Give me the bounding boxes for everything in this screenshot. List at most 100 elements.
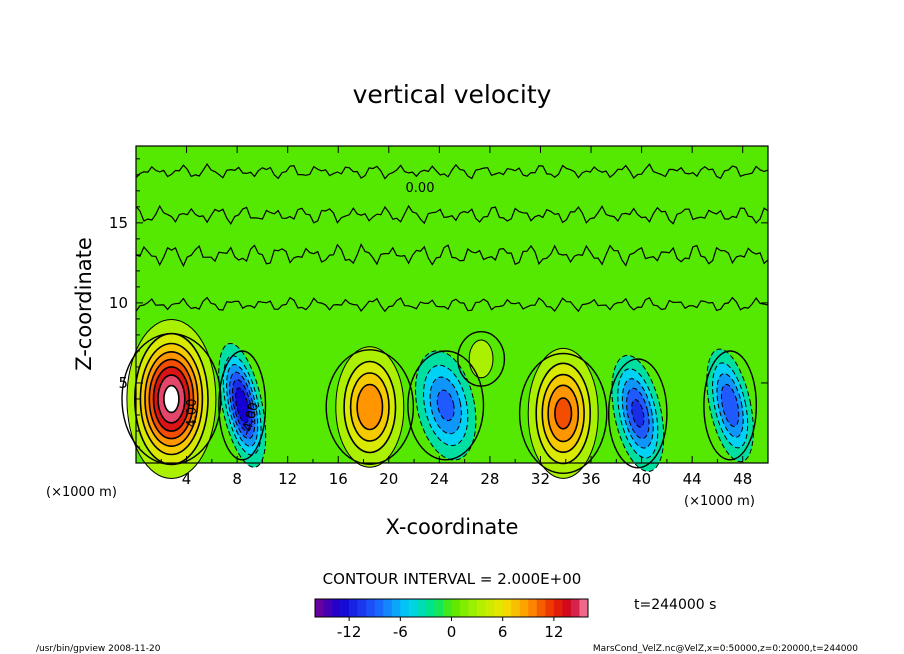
colorbar-swatch	[494, 599, 503, 617]
x-axis: 4 8 12 16 20 24 28 32 36 40 44 48	[160, 146, 752, 488]
colorbar-swatch	[425, 599, 435, 617]
zero-contour	[457, 330, 506, 387]
zero-contour	[608, 358, 668, 469]
colorbar-swatch	[442, 599, 452, 617]
colorbar-swatch	[502, 599, 512, 617]
y-axis-label: Z-coordinate	[72, 237, 96, 371]
contour-line	[349, 372, 390, 442]
contour-line	[621, 378, 654, 449]
colorbar-swatch	[511, 599, 521, 617]
contour-band	[437, 390, 455, 421]
contour-line	[631, 399, 645, 428]
contour-line	[229, 371, 256, 440]
colorbar-swatch	[468, 599, 478, 617]
contour-line	[144, 350, 199, 447]
contour-line	[148, 358, 195, 440]
x-tick-label: 12	[278, 470, 297, 488]
contour-line	[152, 366, 191, 432]
x-tick-label: 48	[733, 470, 752, 488]
contour-line	[429, 376, 462, 435]
contour-line	[720, 383, 740, 427]
colorbar-swatch	[400, 599, 410, 617]
x-tick-label: 32	[531, 470, 550, 488]
colorbar-swatch	[340, 599, 350, 617]
contour-line	[163, 384, 180, 414]
contour-line	[716, 373, 744, 438]
colorbar-swatch	[374, 599, 384, 617]
contour-line	[157, 374, 186, 424]
x-axis-label: X-coordinate	[386, 515, 519, 539]
x-unit-right: (×1000 m)	[684, 494, 755, 509]
x-tick-label: 4	[182, 470, 192, 488]
contour-line	[335, 346, 405, 468]
footer-right: MarsCond_VelZ.nc@VelZ,x=0:50000,z=0:2000…	[593, 644, 858, 654]
contour-line	[541, 373, 585, 454]
zero-contour	[703, 350, 757, 461]
x-tick-label: 28	[480, 470, 499, 488]
x-tick-label: 24	[430, 470, 449, 488]
contour-line	[547, 384, 580, 443]
colorbar-swatch	[477, 599, 486, 617]
footer-left: /usr/bin/gpview 2008-11-20	[36, 644, 161, 654]
colorbar-swatch	[528, 599, 538, 617]
x-tick-label: 44	[683, 470, 702, 488]
colorbar-swatch	[460, 599, 469, 617]
zero-contour	[135, 296, 769, 313]
contour-line	[554, 397, 573, 430]
colorbar-swatch	[366, 599, 376, 617]
x-unit-left: (×1000 m)	[46, 485, 117, 500]
contour-line	[226, 364, 259, 447]
contour-band	[469, 340, 493, 378]
contour-line	[712, 362, 749, 449]
zero-contour	[407, 350, 485, 461]
contour-line	[415, 350, 477, 461]
contour-band	[631, 399, 644, 428]
colorbar-swatch	[519, 599, 529, 617]
contour-line	[423, 364, 469, 447]
colorbar-swatch	[323, 599, 333, 617]
contour-line	[617, 368, 659, 459]
time-label: t=244000 s	[634, 597, 716, 613]
colorbar-tick-label: 6	[498, 623, 508, 641]
contour-line	[139, 342, 204, 456]
contour-line	[706, 348, 754, 463]
y-axis: 5 10 15	[109, 158, 768, 448]
colorbar-swatch	[315, 599, 324, 617]
zero-contour	[325, 349, 415, 465]
colorbar-swatch	[349, 599, 358, 617]
colorbar-swatch	[553, 599, 563, 617]
zero-contour	[518, 352, 608, 475]
contour-line	[235, 387, 250, 424]
contour-line	[126, 319, 217, 479]
colorbar-swatch	[579, 599, 589, 617]
colorbar-swatch	[536, 599, 546, 617]
colorbar-tick-label: 0	[447, 623, 457, 641]
colorbar-swatch	[391, 599, 401, 617]
contour-line	[218, 342, 267, 468]
x-tick-label: 36	[581, 470, 600, 488]
contour-line	[527, 347, 599, 479]
colorbar-swatch	[417, 599, 427, 617]
contour-band	[235, 387, 249, 423]
colorbar-swatch	[434, 599, 444, 617]
contour-band	[163, 385, 179, 413]
contour-band	[721, 384, 739, 427]
y-tick-label: 5	[118, 374, 128, 392]
x-tick-label: 40	[632, 470, 651, 488]
zero-contour	[121, 333, 222, 466]
contour-label: 0.00	[406, 181, 435, 196]
colorbar-swatch	[562, 599, 572, 617]
colorbar-swatch	[451, 599, 461, 617]
colorbar	[314, 598, 589, 618]
plot-frame	[135, 145, 769, 464]
contour-line	[436, 389, 455, 422]
zero-contour	[218, 350, 267, 461]
colorbar-swatch	[570, 599, 580, 617]
colorbar-tick-label: 12	[544, 623, 563, 641]
chart-title: vertical velocity	[353, 80, 552, 109]
contour-line	[468, 339, 494, 379]
x-tick-label: 16	[329, 470, 348, 488]
contour-line	[626, 387, 650, 440]
colorbar-swatch	[332, 599, 341, 617]
